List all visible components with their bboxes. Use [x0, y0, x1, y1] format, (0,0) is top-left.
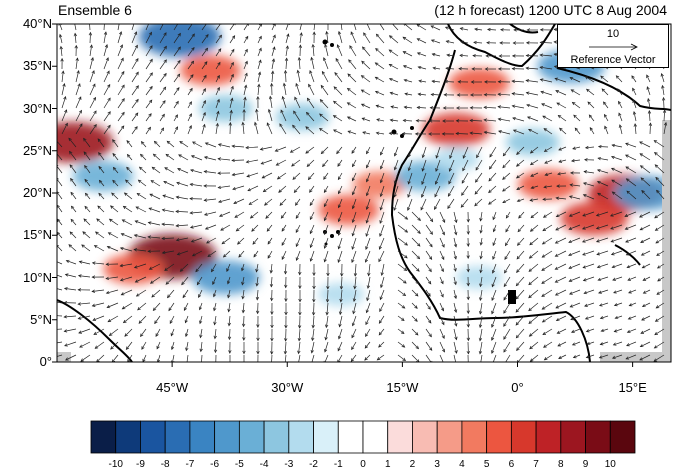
colorbar-tick-label: 8 — [558, 459, 564, 470]
colorbar-tick-label: -8 — [160, 459, 170, 470]
colorbar-swatch — [609, 420, 636, 454]
wind-vectors — [57, 24, 668, 362]
colorbar-swatch — [535, 420, 562, 454]
reference-arrow-icon — [589, 43, 638, 51]
colorbar-tick-label: 6 — [508, 459, 515, 470]
colorbar-tick-label: 10 — [604, 459, 616, 470]
colorbar-swatch — [288, 420, 314, 454]
colorbar-tick-label: -2 — [309, 459, 318, 470]
anomaly-5 — [352, 171, 407, 198]
anomaly-4 — [318, 194, 380, 226]
anomaly-22 — [455, 265, 503, 290]
colorbar-tick-label: 3 — [434, 459, 440, 470]
colorbar-tick-label: -6 — [210, 459, 220, 470]
colorbar-tick-label: -5 — [234, 459, 244, 470]
axis-ticks — [52, 23, 634, 367]
colorbar-swatch — [510, 420, 537, 454]
colorbar-tick-label: -7 — [185, 459, 195, 470]
colorbar-swatch — [560, 420, 586, 454]
anomaly-1 — [103, 253, 165, 285]
lat-label: 20°N — [22, 185, 52, 200]
colorbar-swatch — [362, 420, 389, 454]
colorbar-swatch — [313, 420, 339, 454]
colorbar-swatch — [585, 420, 611, 454]
lat-label: 0° — [39, 354, 52, 369]
colorbar-tick-label: 2 — [409, 459, 416, 470]
lon-label: 30°W — [271, 380, 304, 395]
colorbar-tick-label: -10 — [108, 459, 123, 470]
colorbar-swatch — [238, 420, 265, 454]
colorbar-swatch — [337, 420, 364, 454]
lat-label: 15°N — [22, 227, 52, 243]
reference-vector-value: 10 — [606, 28, 620, 40]
anomaly-19 — [432, 147, 480, 171]
lon-label: 0° — [511, 380, 524, 395]
forecast-time-title: (12 h forecast) 1200 UTC 8 Aug 2004 — [434, 2, 667, 18]
lon-label: 15°E — [618, 380, 647, 395]
colorbar-tick-label: 4 — [459, 459, 465, 470]
lat-label: 5°N — [30, 311, 52, 327]
lat-label: 10°N — [22, 269, 52, 285]
reference-vector-box: 10 Reference Vector — [557, 24, 669, 68]
colorbar — [90, 420, 636, 454]
anomaly-21 — [317, 282, 365, 307]
anomaly-10 — [517, 169, 579, 200]
colorbar-tick-label: -3 — [284, 459, 294, 470]
anomaly-12 — [191, 260, 260, 295]
anomaly-3 — [180, 55, 241, 86]
colorbar-swatch — [412, 420, 438, 454]
lon-label: 45°W — [156, 380, 189, 395]
colorbar-tick-label: 0 — [360, 459, 366, 470]
anomaly-15 — [275, 103, 330, 131]
missing-data-areas — [57, 120, 671, 362]
colorbar-swatch — [214, 420, 240, 454]
anomaly-6 — [422, 112, 491, 147]
anomaly-14 — [198, 95, 253, 122]
colorbar-swatch — [140, 420, 166, 454]
anomaly-13 — [72, 160, 134, 192]
lon-label: 15°W — [386, 380, 419, 395]
colorbar-swatch — [461, 420, 488, 454]
panel-title: Ensemble 6 — [58, 2, 132, 18]
colorbar-tick-label: 1 — [384, 459, 391, 470]
colorbar-swatch — [115, 420, 141, 454]
lat-label: 40°N — [22, 16, 52, 31]
colorbar-tick-label: 7 — [533, 459, 539, 470]
colorbar-tick-label: -1 — [333, 459, 343, 470]
anomaly-20 — [505, 128, 560, 156]
lat-label: 30°N — [22, 100, 52, 116]
colorbar-swatch — [436, 420, 463, 454]
anomaly-11 — [138, 24, 221, 58]
colorbar-swatch — [164, 420, 191, 454]
colorbar-tick-label: 5 — [483, 459, 490, 470]
lat-label: 35°N — [22, 58, 52, 74]
colorbar-swatch — [486, 420, 512, 454]
colorbar-swatch — [387, 420, 413, 454]
anomaly-7 — [448, 67, 510, 99]
colorbar-swatch — [263, 420, 290, 454]
colorbar-swatch — [189, 420, 216, 454]
reference-vector-label: Reference Vector — [570, 54, 656, 66]
colorbar-tick-label: -4 — [259, 459, 269, 470]
anomaly-9 — [560, 201, 629, 236]
colorbar-tick-label: 9 — [582, 459, 589, 470]
lat-label: 25°N — [22, 142, 52, 158]
colorbar-tick-label: -9 — [136, 459, 145, 470]
colorbar-swatch — [90, 420, 117, 454]
